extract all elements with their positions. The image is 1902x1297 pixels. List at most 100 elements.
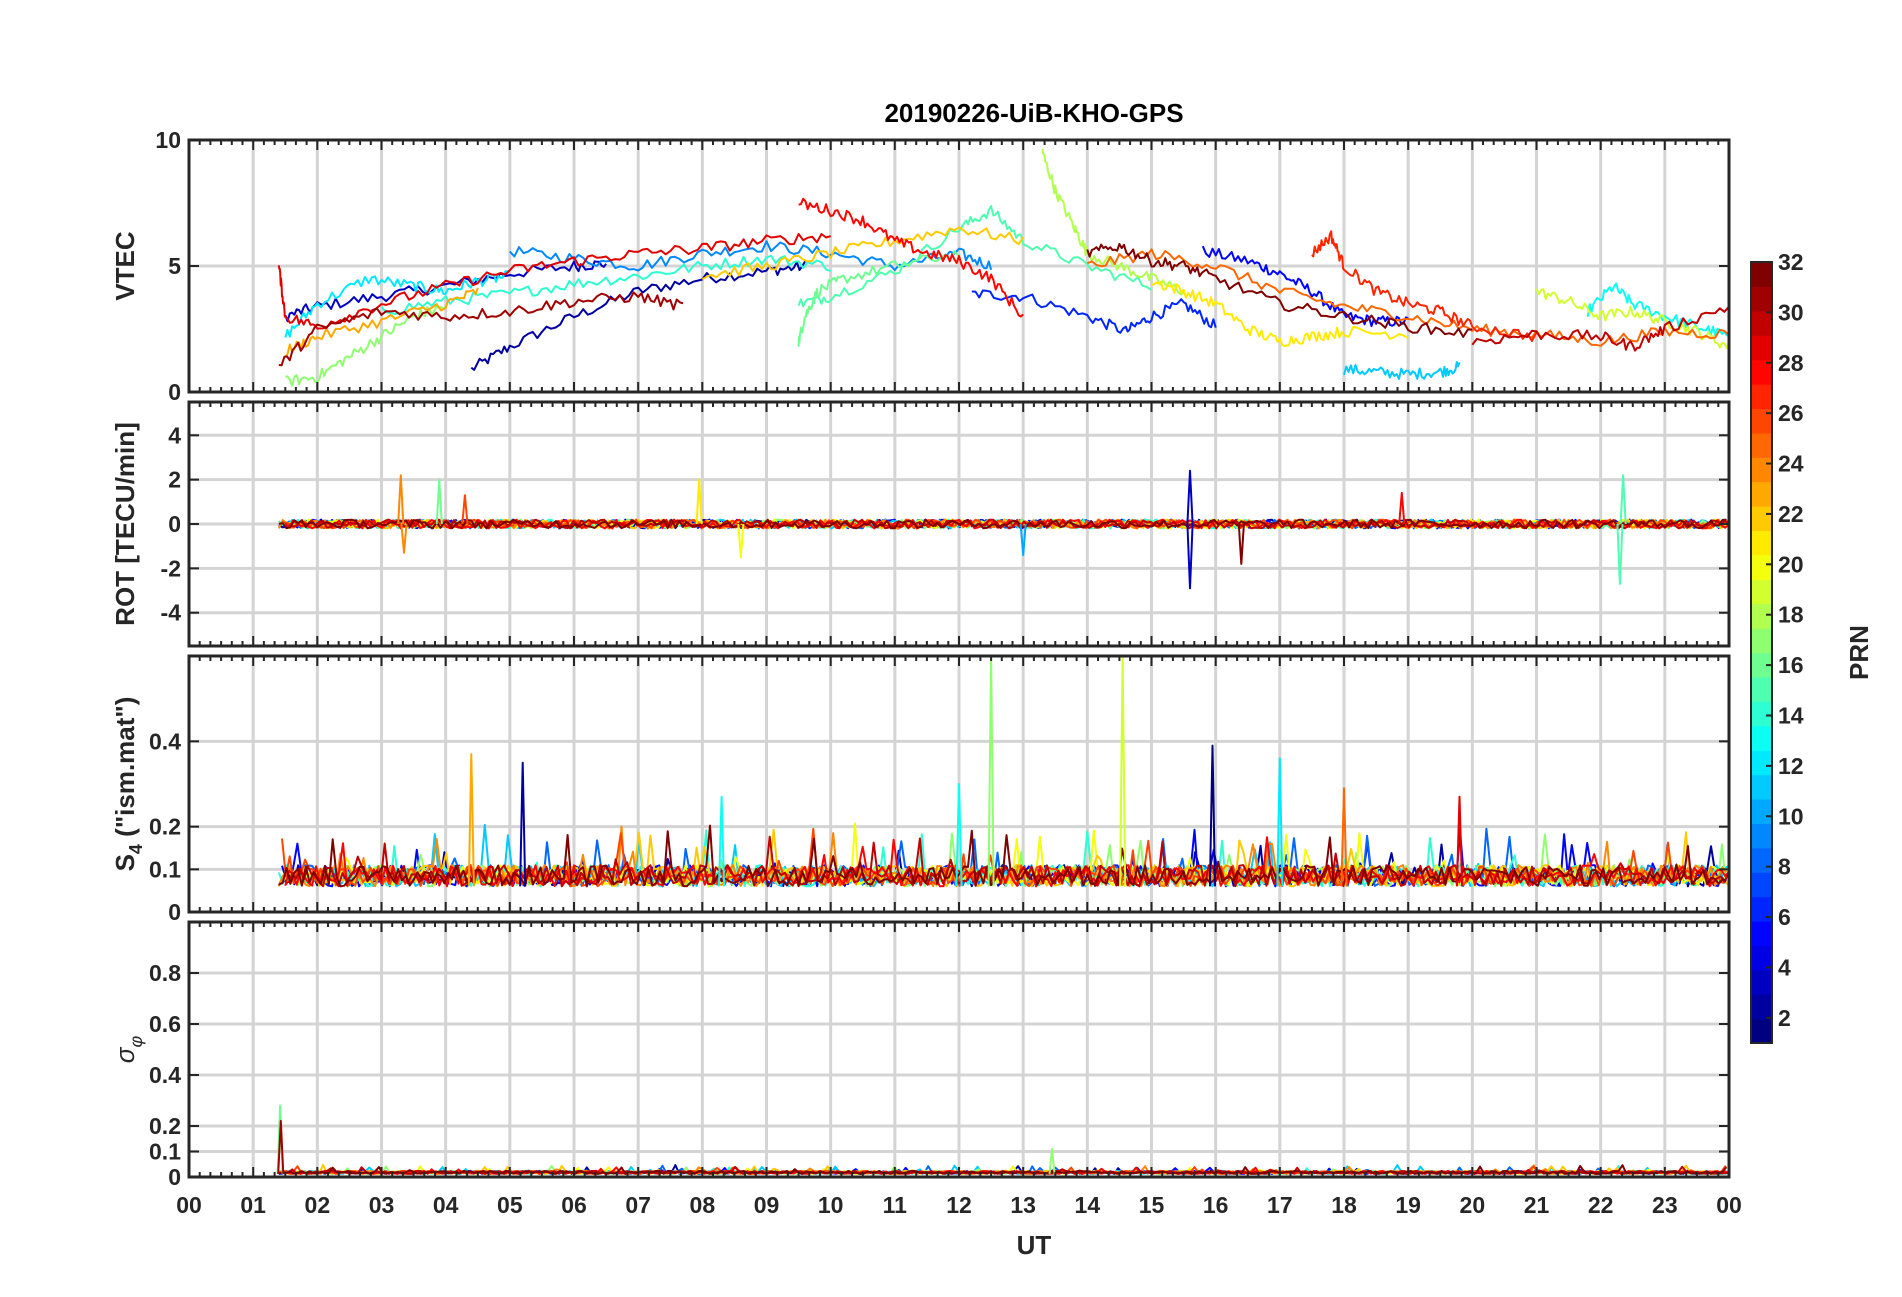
colorbar-cell	[1751, 628, 1772, 654]
colorbar-cell	[1751, 359, 1772, 385]
spike-1	[467, 753, 475, 887]
vtec-trace-prn-5	[1201, 245, 1409, 328]
x-tick-label: 22	[1588, 1192, 1614, 1218]
colorbar-tick-label: 2	[1778, 1005, 1791, 1031]
spike-8	[1455, 795, 1464, 887]
colorbar-cell	[1751, 994, 1772, 1020]
vtec-trace-prn-9	[509, 240, 993, 272]
spike-9	[718, 795, 726, 887]
data-layer	[277, 148, 1730, 387]
spike-7	[1019, 523, 1027, 557]
colorbar-tick-label: 20	[1778, 551, 1804, 577]
spike-2	[277, 1119, 285, 1174]
vtec-trace-prn-19	[1535, 288, 1730, 349]
x-ticks	[188, 922, 1730, 1177]
vtec-trace-prn-17	[285, 305, 447, 387]
colorbar-tick-label: 12	[1778, 753, 1804, 779]
vtec-trace-prn-23	[284, 287, 479, 358]
spike-2	[400, 523, 408, 554]
colorbar-cell	[1751, 579, 1772, 605]
x-tick-label: 02	[305, 1192, 331, 1218]
x-tick-label: 03	[369, 1192, 395, 1218]
spike-6	[737, 523, 745, 559]
vtec-trace-prn-27	[1311, 230, 1538, 342]
colorbar-cell	[1751, 481, 1772, 507]
x-tick-label: 04	[433, 1192, 459, 1218]
colorbar-tick-label: 8	[1778, 854, 1791, 880]
x-tick-label: 00	[176, 1192, 202, 1218]
vtec-trace-prn-11	[1343, 361, 1461, 380]
colorbar-tick-label: 4	[1778, 954, 1791, 980]
vtec-trace-prn-16	[797, 250, 960, 347]
colorbar-tick-label: 22	[1778, 501, 1804, 527]
vtec-trace-prn-6	[971, 289, 1217, 334]
x-tick-label: 20	[1460, 1192, 1486, 1218]
spike-10	[955, 783, 963, 887]
spike-11	[1398, 491, 1406, 525]
noise-trace-prn-32	[278, 518, 1727, 530]
y-tick-label: 2	[168, 467, 181, 493]
x-ticks	[188, 140, 1730, 392]
x-tick-label: 10	[818, 1192, 844, 1218]
spike-6	[1276, 757, 1284, 887]
colorbar-cell	[1751, 286, 1772, 312]
colorbar-cell	[1751, 310, 1772, 336]
vtec-trace-prn-30	[1471, 305, 1730, 352]
colorbar-tick-label: 10	[1778, 803, 1804, 829]
colorbar-cell	[1751, 920, 1772, 946]
y-tick-label: 0	[168, 379, 181, 405]
x-ticks	[188, 402, 1730, 646]
colorbar-cell	[1751, 774, 1772, 800]
vtec-trace-prn-21	[1151, 280, 1409, 348]
spike-3	[435, 478, 443, 525]
x-tick-label: 15	[1139, 1192, 1165, 1218]
vtec-trace-prn-12	[284, 270, 510, 338]
y-tick-label: 0.8	[149, 960, 181, 986]
y-tick-label: 0	[168, 511, 181, 537]
colorbar-cell	[1751, 969, 1772, 995]
spike-10	[1237, 523, 1245, 565]
vtec-trace-prn-28	[798, 197, 1024, 318]
spike-13	[1616, 523, 1624, 585]
colorbar-cell	[1751, 554, 1772, 580]
x-tick-label: 09	[754, 1192, 780, 1218]
colorbar-cell	[1751, 823, 1772, 849]
y-tick-label: 4	[168, 422, 181, 448]
colorbar-cell	[1751, 725, 1772, 751]
colorbar-cell	[1751, 676, 1772, 702]
colorbar-cell	[1751, 701, 1772, 727]
colorbar-cell	[1751, 798, 1772, 824]
spike-9	[1186, 523, 1194, 590]
vtec-trace-prn-31	[278, 291, 684, 367]
spike-4	[461, 494, 469, 525]
colorbar-tick-label: 28	[1778, 350, 1804, 376]
colorbar-tick-label: 32	[1778, 249, 1804, 275]
panel-4: 00.10.2 0.4 0.6 0.8 σφ	[110, 920, 1731, 1190]
x-tick-label: 05	[497, 1192, 523, 1218]
x-axis-label: UT	[1017, 1230, 1052, 1260]
colorbar-cell	[1751, 872, 1772, 898]
y-tick-label: 0.2	[149, 814, 181, 840]
colorbar-tick-label: 30	[1778, 299, 1804, 325]
y-axis-label: VTEC	[110, 231, 140, 301]
y-tick-label: 0.6	[149, 1011, 181, 1037]
colorbar-cell	[1751, 408, 1772, 434]
vtec-trace-prn-14	[380, 254, 832, 315]
vtec-trace-prn-25	[1086, 248, 1730, 347]
spike-1	[397, 474, 405, 525]
chart-title: 20190226-UiB-KHO-GPS	[884, 98, 1183, 128]
spike-7	[1340, 787, 1348, 887]
vtec-trace-prn-3	[284, 260, 607, 323]
y-axis-label: S4 ("ism.mat")	[110, 697, 146, 872]
x-tick-label: 06	[561, 1192, 587, 1218]
spike-3	[1048, 1148, 1056, 1175]
panel-1: 0 5 10 VTEC	[110, 127, 1731, 405]
colorbar-cell	[1751, 1018, 1772, 1044]
spike-5	[695, 478, 703, 525]
y-axis-label: σφ	[110, 1036, 146, 1064]
vtec-trace-prn-18	[1041, 148, 1185, 296]
colorbar-cell	[1751, 432, 1772, 458]
colorbar-cell	[1751, 335, 1772, 361]
